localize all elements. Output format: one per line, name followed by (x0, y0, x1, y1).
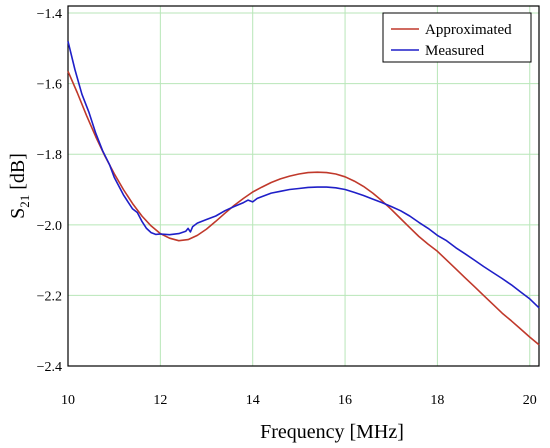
x-tick-label: 14 (246, 393, 260, 408)
x-tick-label: 20 (523, 393, 537, 408)
tick-labels: 10 12 14 16 18 20 −2.4 −2.2 −2.0 −1.8 −1.6 −1.4 (37, 7, 537, 408)
x-tick-label: 10 (61, 393, 75, 408)
legend-box (382, 12, 532, 63)
y-tick-label: −2.4 (37, 360, 62, 375)
y-axis-title-subscript: 21 (17, 195, 32, 208)
y-tick-label: −1.6 (37, 78, 62, 93)
x-tick-label: 16 (338, 393, 352, 408)
y-tick-label: −2.0 (37, 219, 62, 234)
y-axis-title-main: S (7, 208, 29, 219)
x-axis-title: Frequency [MHz] (260, 421, 404, 443)
legend: Approximated Measured (382, 12, 532, 63)
y-tick-label: −1.4 (37, 7, 62, 22)
x-tick-label: 18 (430, 393, 444, 408)
series-line-approximated (67, 70, 540, 346)
series-line-measured (67, 41, 540, 309)
svg-text:S21 [dB]: S21 [dB] (7, 153, 32, 219)
y-axis-title: S21 [dB] (7, 153, 32, 219)
legend-label-approximated: Approximated (425, 22, 512, 38)
plot-area-frame (67, 5, 540, 367)
x-tick-label: 12 (153, 393, 167, 408)
y-tick-label: −1.8 (37, 148, 62, 163)
y-axis-title-unit: [dB] (7, 153, 29, 195)
legend-label-measured: Measured (425, 43, 485, 59)
series-layer (67, 41, 540, 346)
y-tick-label: −2.2 (37, 289, 62, 304)
